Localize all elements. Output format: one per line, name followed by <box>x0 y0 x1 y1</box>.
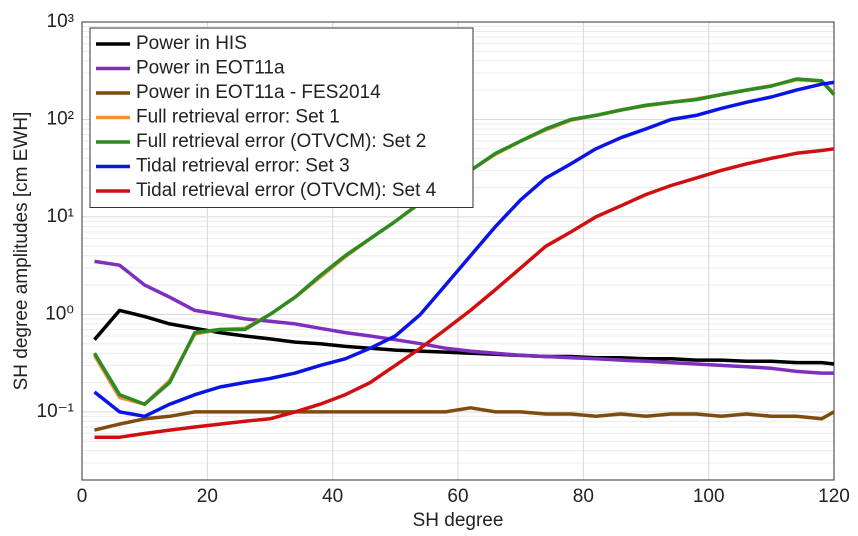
plot-frame <box>81 21 835 481</box>
x-tick-label: 60 <box>447 486 468 507</box>
series-line <box>94 147 835 439</box>
series-line <box>94 406 835 432</box>
legend-label: Full retrieval error (OTVCM): Set 2 <box>136 131 426 152</box>
x-tick-label: 120 <box>818 486 850 507</box>
legend-label: Power in HIS <box>136 33 247 54</box>
y-tick-label: 10⁰ <box>45 303 74 324</box>
y-axis-label: SH degree amplitudes [cm EWH] <box>11 112 32 391</box>
x-tick-label: 40 <box>322 486 343 507</box>
legend: Power in HIS Power in EOT11a Power in EOT1… <box>89 27 474 208</box>
legend-label: Power in EOT11a <box>136 58 285 79</box>
series-line <box>93 308 835 366</box>
series-line <box>93 80 835 419</box>
x-tick-label: 0 <box>77 486 88 507</box>
y-tick-label: 10² <box>47 108 74 129</box>
x-tick-label: 20 <box>197 486 218 507</box>
legend-label: Tidal retrieval error (OTVCM): Set 4 <box>136 180 437 201</box>
x-tick-label: 80 <box>573 486 594 507</box>
y-tick-label: 10¹ <box>47 206 74 227</box>
legend-label: Full retrieval error: Set 1 <box>136 107 340 128</box>
legend-box <box>89 27 474 208</box>
legend-label: Tidal retrieval error: Set 3 <box>136 156 350 177</box>
legend-label: Power in EOT11a - FES2014 <box>136 82 381 103</box>
y-tick-label: 10³ <box>47 11 74 32</box>
series-line <box>94 259 834 375</box>
x-tick-label: 100 <box>693 486 725 507</box>
x-axis-label: SH degree <box>413 510 504 531</box>
y-tick-label: 10⁻¹ <box>37 401 75 422</box>
